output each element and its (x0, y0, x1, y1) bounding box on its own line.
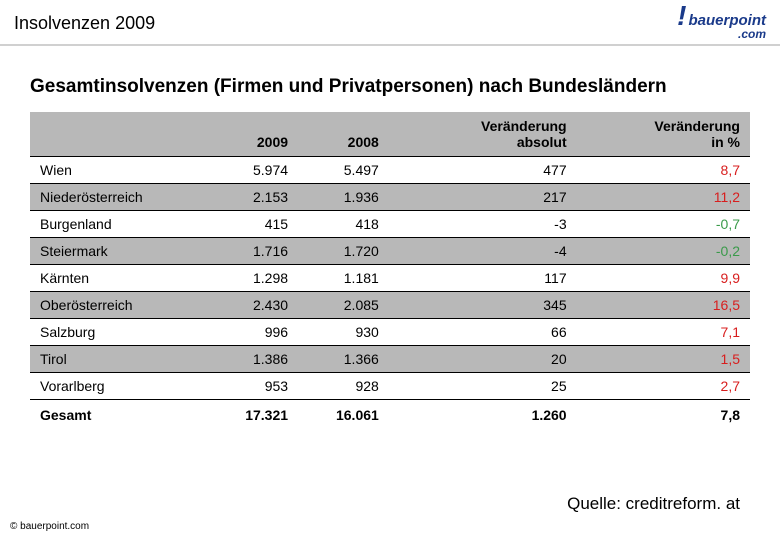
page-title: Insolvenzen 2009 (14, 13, 155, 34)
col-header-label (30, 112, 207, 157)
cell-abs: 345 (389, 292, 577, 319)
table-body: Wien5.9745.4974778,7Niederösterreich2.15… (30, 157, 750, 429)
cell-2008: 928 (298, 373, 389, 400)
cell-abs: 20 (389, 346, 577, 373)
cell-pct: 16,5 (577, 292, 750, 319)
logo-main: bauerpoint (689, 13, 767, 28)
logo-bang-icon: ! (677, 6, 686, 26)
copyright-text: © bauerpoint.com (10, 521, 89, 532)
cell-2008: 1.366 (298, 346, 389, 373)
cell-2008: 2.085 (298, 292, 389, 319)
cell-2009: 996 (207, 319, 298, 346)
cell-2009: 2.430 (207, 292, 298, 319)
cell-pct: 7,1 (577, 319, 750, 346)
table-total-row: Gesamt17.32116.0611.2607,8 (30, 400, 750, 429)
cell-2009: 1.386 (207, 346, 298, 373)
cell-label: Salzburg (30, 319, 207, 346)
cell-pct: 2,7 (577, 373, 750, 400)
cell-pct: -0,2 (577, 238, 750, 265)
cell-abs: -4 (389, 238, 577, 265)
cell-abs: 66 (389, 319, 577, 346)
source-text: Quelle: creditreform. at (567, 494, 740, 514)
cell-pct: 7,8 (577, 400, 750, 429)
cell-abs: 477 (389, 157, 577, 184)
cell-2009: 415 (207, 211, 298, 238)
cell-abs: 1.260 (389, 400, 577, 429)
main-title: Gesamtinsolvenzen (Firmen und Privatpers… (0, 46, 780, 112)
cell-abs: -3 (389, 211, 577, 238)
cell-pct: 9,9 (577, 265, 750, 292)
table-row: Steiermark1.7161.720-4-0,2 (30, 238, 750, 265)
col-header-abs: Veränderung absolut (389, 112, 577, 157)
cell-pct: 11,2 (577, 184, 750, 211)
col-header-2008: 2008 (298, 112, 389, 157)
cell-label: Burgenland (30, 211, 207, 238)
cell-pct: 1,5 (577, 346, 750, 373)
table-row: Burgenland415418-3-0,7 (30, 211, 750, 238)
logo: ! bauerpoint .com (677, 6, 766, 40)
cell-2009: 1.716 (207, 238, 298, 265)
table-container: 2009 2008 Veränderung absolut Veränderun… (0, 112, 780, 428)
cell-label: Tirol (30, 346, 207, 373)
cell-label: Vorarlberg (30, 373, 207, 400)
table-row: Vorarlberg953928252,7 (30, 373, 750, 400)
cell-2009: 17.321 (207, 400, 298, 429)
cell-2009: 1.298 (207, 265, 298, 292)
insolvency-table: 2009 2008 Veränderung absolut Veränderun… (30, 112, 750, 428)
cell-2009: 5.974 (207, 157, 298, 184)
cell-2008: 1.181 (298, 265, 389, 292)
table-row: Salzburg996930667,1 (30, 319, 750, 346)
logo-text: bauerpoint .com (689, 13, 767, 40)
cell-pct: -0,7 (577, 211, 750, 238)
cell-label: Niederösterreich (30, 184, 207, 211)
col-header-2009: 2009 (207, 112, 298, 157)
cell-pct: 8,7 (577, 157, 750, 184)
table-row: Oberösterreich2.4302.08534516,5 (30, 292, 750, 319)
cell-2008: 930 (298, 319, 389, 346)
header-bar: Insolvenzen 2009 ! bauerpoint .com (0, 0, 780, 46)
table-header-row: 2009 2008 Veränderung absolut Veränderun… (30, 112, 750, 157)
cell-abs: 117 (389, 265, 577, 292)
cell-2008: 418 (298, 211, 389, 238)
cell-abs: 217 (389, 184, 577, 211)
cell-2008: 5.497 (298, 157, 389, 184)
table-row: Kärnten1.2981.1811179,9 (30, 265, 750, 292)
cell-label: Gesamt (30, 400, 207, 429)
cell-label: Wien (30, 157, 207, 184)
cell-abs: 25 (389, 373, 577, 400)
table-row: Niederösterreich2.1531.93621711,2 (30, 184, 750, 211)
logo-sub: .com (738, 28, 766, 40)
cell-label: Steiermark (30, 238, 207, 265)
cell-label: Kärnten (30, 265, 207, 292)
cell-2008: 16.061 (298, 400, 389, 429)
cell-2008: 1.720 (298, 238, 389, 265)
col-header-pct: Veränderung in % (577, 112, 750, 157)
cell-label: Oberösterreich (30, 292, 207, 319)
cell-2009: 2.153 (207, 184, 298, 211)
cell-2008: 1.936 (298, 184, 389, 211)
table-row: Wien5.9745.4974778,7 (30, 157, 750, 184)
cell-2009: 953 (207, 373, 298, 400)
table-row: Tirol1.3861.366201,5 (30, 346, 750, 373)
